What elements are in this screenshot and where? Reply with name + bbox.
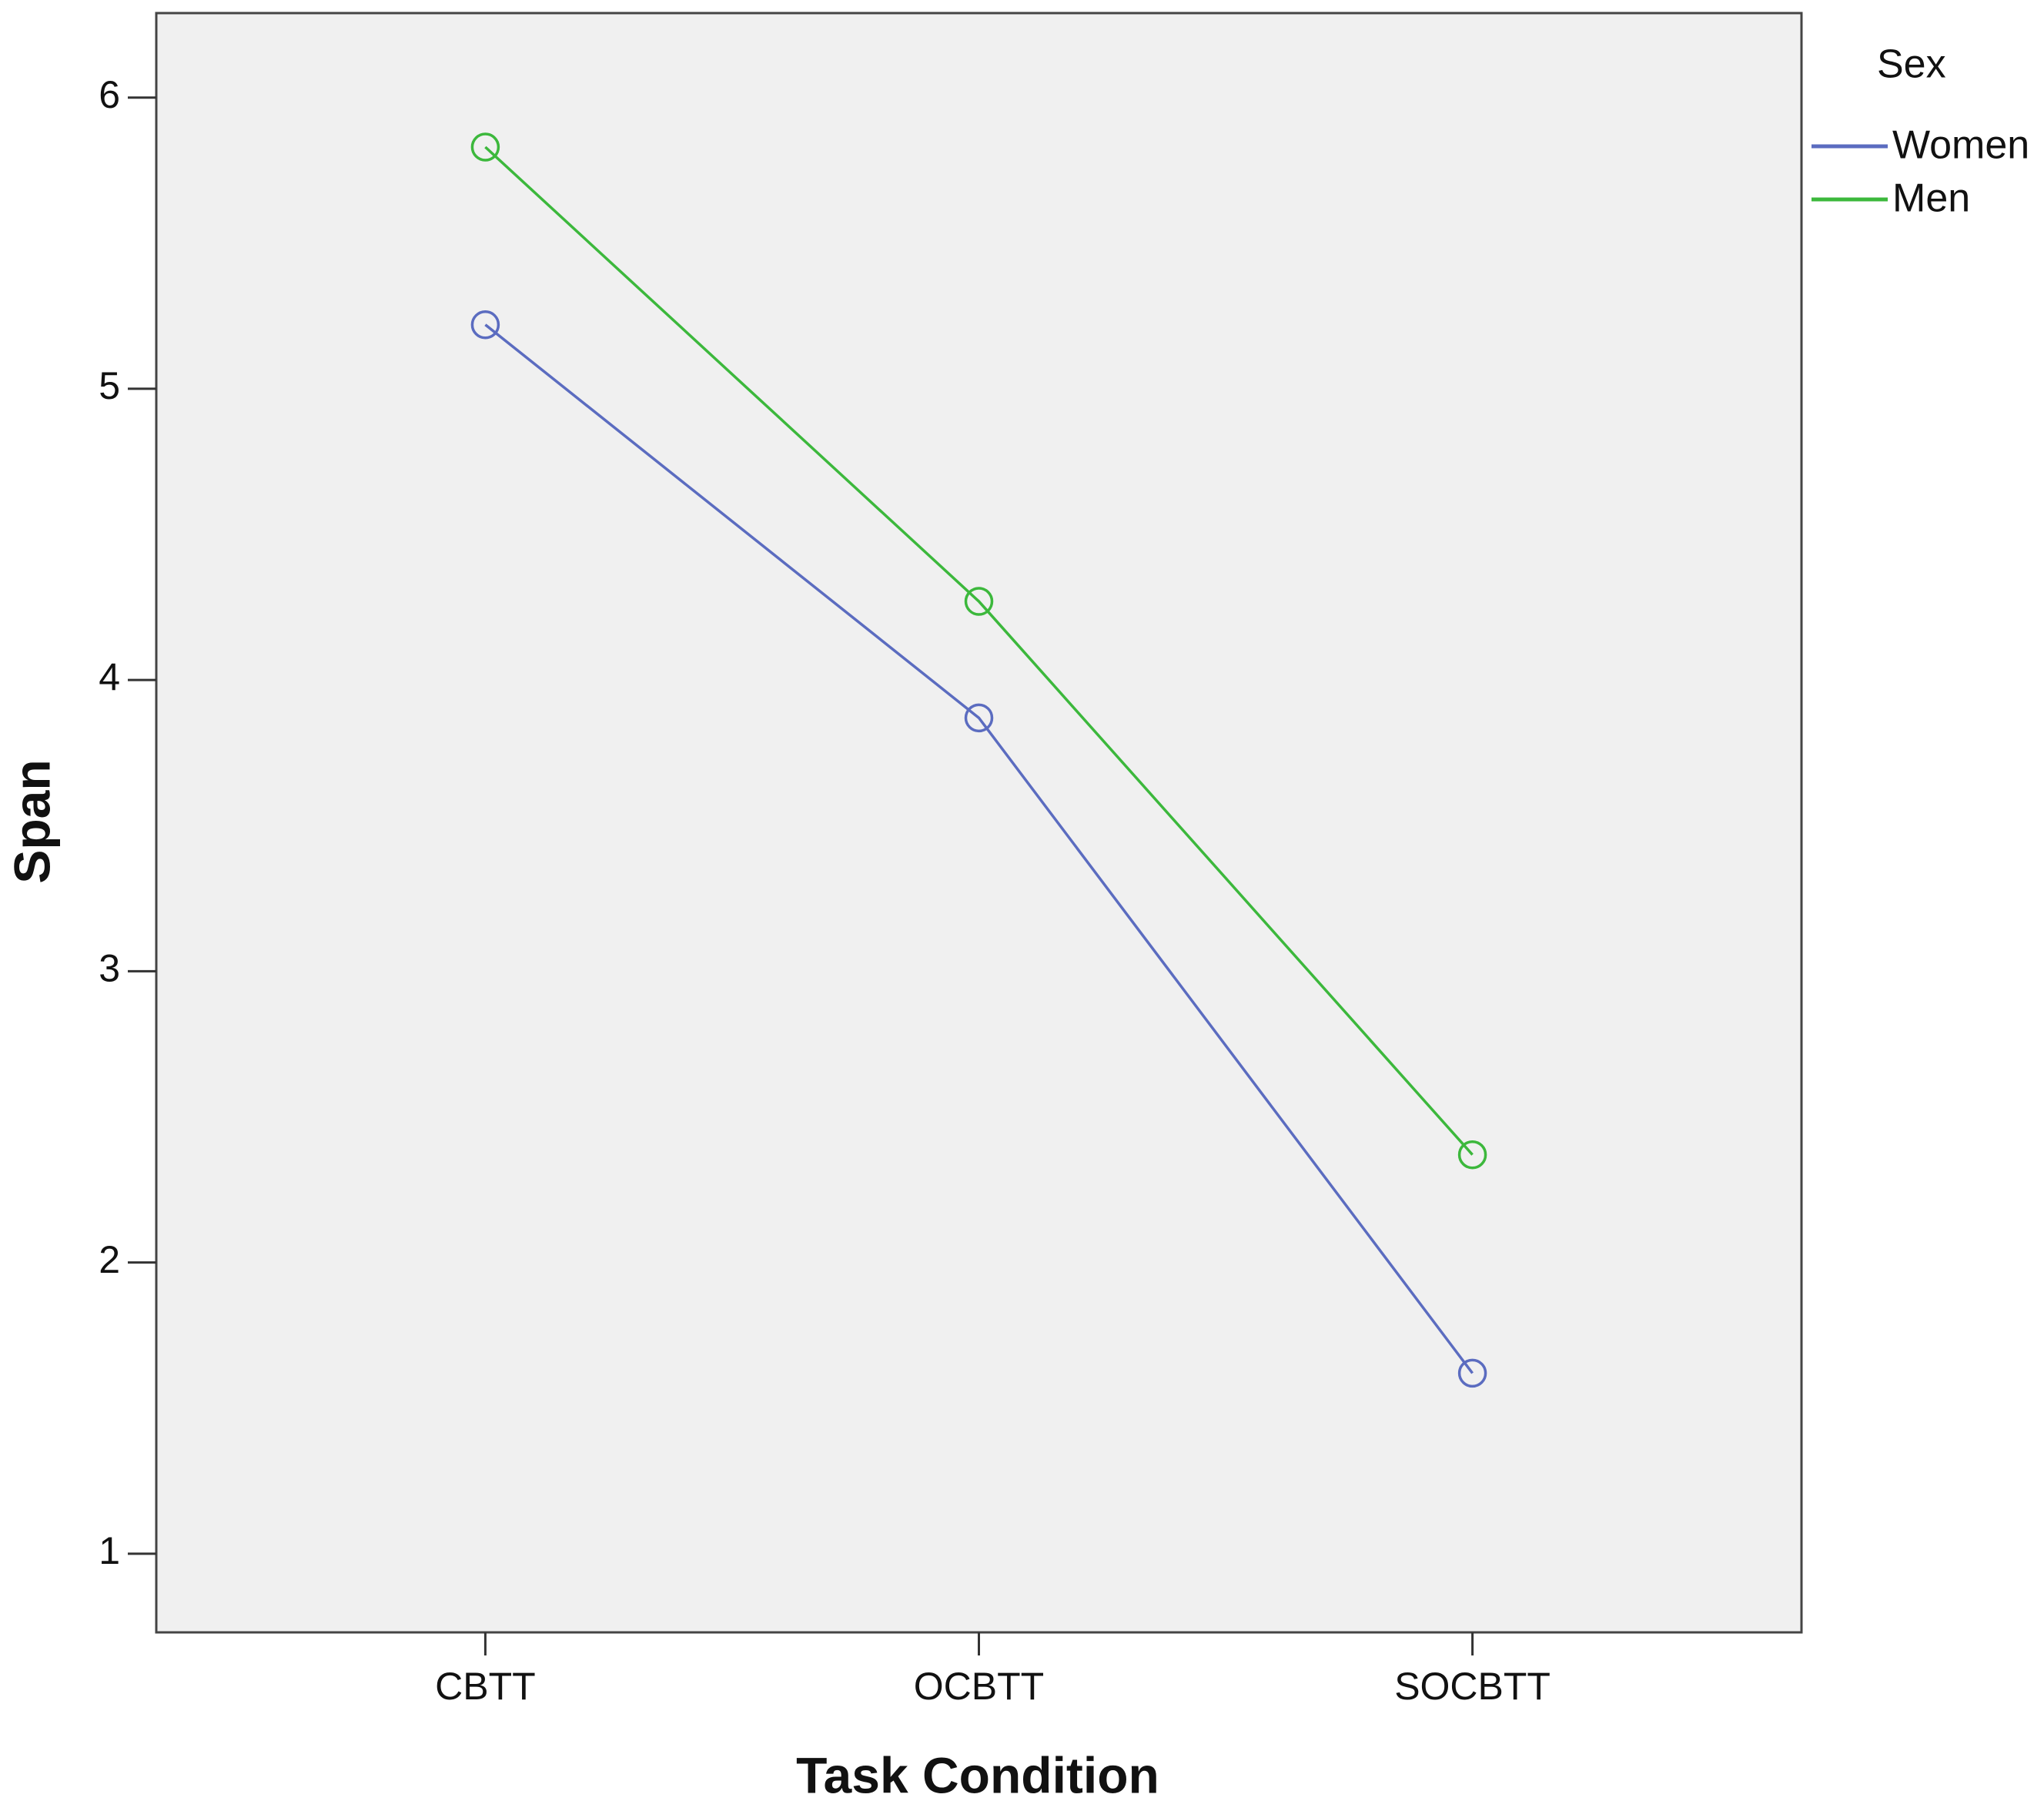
data-point — [1457, 1140, 1487, 1170]
y-tick-label: 3 — [99, 947, 120, 990]
data-point — [1457, 1358, 1487, 1388]
data-point — [964, 703, 994, 733]
x-tick-label: SOCBTT — [1394, 1665, 1551, 1708]
y-tick-label: 2 — [99, 1238, 120, 1281]
data-point — [964, 587, 994, 616]
y-tick-label: 4 — [99, 655, 120, 698]
x-tick-label: CBTT — [435, 1665, 536, 1708]
y-tick-label: 5 — [99, 364, 120, 407]
legend-label: Men — [1892, 176, 1970, 221]
x-axis-title: Task Condition — [796, 1746, 1159, 1803]
series-line — [484, 146, 1474, 1156]
data-point — [470, 132, 500, 162]
y-tick-label: 1 — [99, 1529, 120, 1572]
data-point — [470, 310, 500, 340]
y-axis-title: Span — [3, 759, 60, 883]
legend-label: Women — [1892, 123, 2029, 168]
series-line — [484, 323, 1474, 1374]
x-tick-label: OCBTT — [914, 1665, 1044, 1708]
plot-area — [155, 12, 1803, 1634]
y-tick-label: 6 — [99, 73, 120, 116]
legend-title: Sex — [1877, 42, 1946, 87]
